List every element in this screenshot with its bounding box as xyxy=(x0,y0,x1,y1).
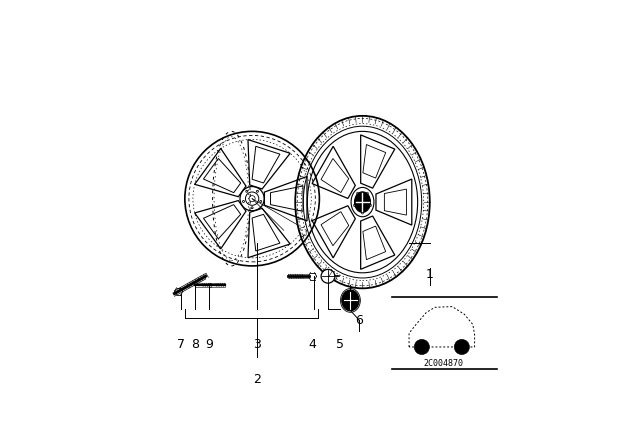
Text: 4: 4 xyxy=(308,338,316,351)
Circle shape xyxy=(321,269,335,283)
Text: 2C004870: 2C004870 xyxy=(424,359,463,368)
Text: 3: 3 xyxy=(253,338,261,351)
Ellipse shape xyxy=(355,192,371,212)
Text: 8: 8 xyxy=(191,338,199,351)
Circle shape xyxy=(414,340,429,354)
Text: 2: 2 xyxy=(253,373,261,386)
Text: 1: 1 xyxy=(426,267,434,280)
Text: 6: 6 xyxy=(355,314,363,327)
Circle shape xyxy=(454,340,469,354)
Text: 9: 9 xyxy=(205,338,213,351)
Text: 5: 5 xyxy=(336,338,344,351)
Ellipse shape xyxy=(342,290,359,311)
Text: 7: 7 xyxy=(177,338,186,351)
